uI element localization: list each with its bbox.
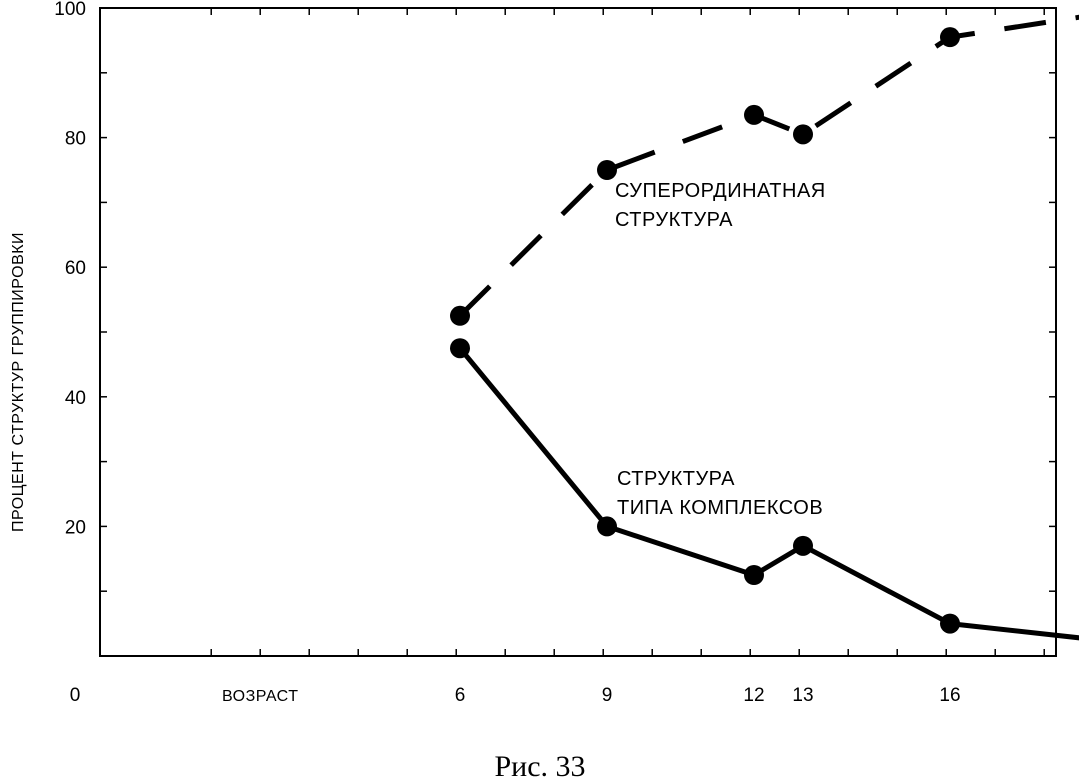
- y-axis-title: ПРОЦЕНТ СТРУКТУР ГРУППИРОВКИ: [10, 232, 27, 532]
- y-tick-label: 40: [65, 388, 86, 409]
- series-lines: [458, 14, 1079, 641]
- y-tick-label: 100: [54, 0, 86, 20]
- data-point: [450, 305, 470, 326]
- x-tick-label: 9: [602, 685, 613, 706]
- data-point: [744, 104, 764, 125]
- x-tick-label: 6: [455, 685, 466, 706]
- data-point: [793, 124, 813, 145]
- data-point: [940, 613, 960, 634]
- annotation-superordinate-line-1: СУПЕРОРДИНАТНАЯ: [615, 180, 826, 202]
- x-tick-label: 12: [743, 685, 764, 706]
- x-tick-label: 13: [792, 685, 813, 706]
- annotation-superordinate-line-2: СТРУКТУРА: [615, 209, 733, 231]
- x-axis-title: ВОЗРАСТ: [222, 688, 298, 705]
- y-tick-label: 80: [65, 129, 86, 150]
- data-point: [744, 565, 764, 585]
- data-point: [597, 160, 617, 180]
- data-point: [793, 535, 813, 556]
- plot-frame: [99, 7, 1057, 657]
- data-markers: [450, 27, 960, 634]
- annotation-complex-line-1: СТРУКТУРА: [617, 468, 735, 490]
- x-tick-label: 16: [939, 685, 960, 706]
- annotation-complex-line-2: ТИПА КОМПЛЕКСОВ: [617, 497, 823, 519]
- x-tick-label: 0: [70, 685, 81, 706]
- series-line-1: [458, 14, 1079, 318]
- series-line-2: [458, 346, 1079, 641]
- axis-ticks: 2040608010006912131619: [54, 0, 1056, 706]
- figure-caption: Рис. 33: [494, 750, 585, 782]
- data-point: [450, 338, 470, 359]
- data-point: [940, 27, 960, 48]
- y-tick-label: 20: [65, 517, 86, 538]
- y-tick-label: 60: [65, 258, 86, 279]
- data-point: [597, 516, 617, 537]
